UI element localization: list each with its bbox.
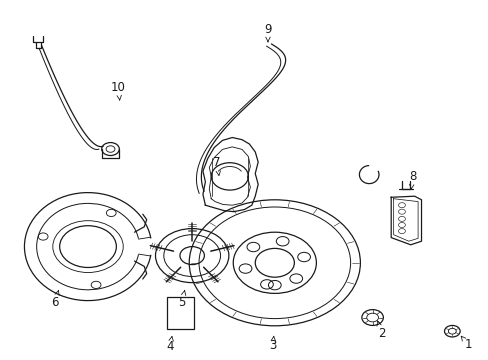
Text: 3: 3 [268, 336, 276, 352]
Text: 2: 2 [376, 321, 385, 340]
Text: 6: 6 [51, 291, 59, 309]
Bar [167, 297, 194, 329]
Text: 9: 9 [264, 23, 271, 42]
Text: 10: 10 [111, 81, 125, 100]
Text: 7: 7 [213, 156, 221, 175]
Text: 1: 1 [460, 336, 471, 351]
Text: 4: 4 [166, 336, 174, 353]
Text: 5: 5 [178, 290, 185, 309]
Text: 8: 8 [408, 170, 416, 189]
